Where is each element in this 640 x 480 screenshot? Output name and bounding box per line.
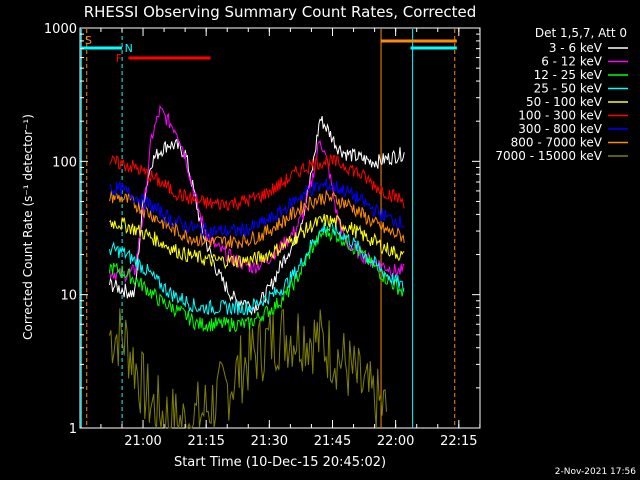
series-line-800-7000keV bbox=[109, 189, 405, 249]
y-axis-label: Corrected Count Rate (s⁻¹ detector⁻¹) bbox=[21, 114, 35, 340]
x-tick-label: 22:15 bbox=[440, 434, 477, 449]
legend-label: 3 - 6 keV bbox=[549, 41, 603, 55]
plot-border bbox=[79, 27, 481, 429]
y-tick-label: 100 bbox=[52, 155, 77, 170]
series-line-100-300keV bbox=[109, 154, 405, 212]
legend-label: 25 - 50 keV bbox=[534, 82, 603, 96]
legend-label: 12 - 25 keV bbox=[534, 68, 603, 82]
series-line-12-25keV bbox=[109, 226, 405, 333]
axes-layer: 1 10 100 1000 21:00 21:15 21:30 21:45 22:00 22:15 bbox=[44, 22, 481, 449]
legend-header: Det 1,5,7, Att 0 bbox=[535, 26, 627, 40]
x-axis-label: Start Time (10-Dec-15 20:45:02) bbox=[174, 455, 386, 470]
plot-frame bbox=[79, 27, 481, 429]
flag-label-f: F bbox=[116, 52, 122, 65]
series-line-25-50keV bbox=[109, 221, 405, 316]
flag-label-n: N bbox=[125, 42, 133, 55]
series-line-6-12keV bbox=[109, 104, 405, 284]
x-tick-label: 21:00 bbox=[124, 434, 161, 449]
legend-label: 800 - 7000 keV bbox=[511, 136, 603, 150]
timestamp: 2-Nov-2021 17:56 bbox=[555, 467, 637, 477]
y-tick-label: 1 bbox=[69, 422, 77, 437]
x-tick-label: 21:45 bbox=[314, 434, 351, 449]
flag-lines: S NF bbox=[80, 29, 457, 428]
series-layer bbox=[109, 104, 405, 429]
x-tick-label: 21:30 bbox=[251, 434, 288, 449]
legend-label: 50 - 100 keV bbox=[526, 95, 603, 109]
series-line-7000-15000keV bbox=[109, 308, 387, 429]
series-line-3-6keV bbox=[109, 115, 405, 316]
legend-label: 7000 - 15000 keV bbox=[495, 149, 602, 163]
x-tick-label: 21:15 bbox=[187, 434, 224, 449]
series-line-50-100keV bbox=[109, 213, 405, 270]
series-line-300-800keV bbox=[109, 178, 405, 239]
flag-label-s: S bbox=[85, 34, 92, 47]
y-tick-label: 1000 bbox=[44, 22, 77, 37]
x-tick-label: 22:00 bbox=[377, 434, 414, 449]
legend-label: 300 - 800 keV bbox=[518, 122, 602, 136]
y-tick-label: 10 bbox=[60, 289, 77, 304]
legend-label: 6 - 12 keV bbox=[541, 55, 603, 69]
chart-title: RHESSI Observing Summary Count Rates, Co… bbox=[84, 3, 477, 21]
legend-label: 100 - 300 keV bbox=[518, 109, 602, 123]
